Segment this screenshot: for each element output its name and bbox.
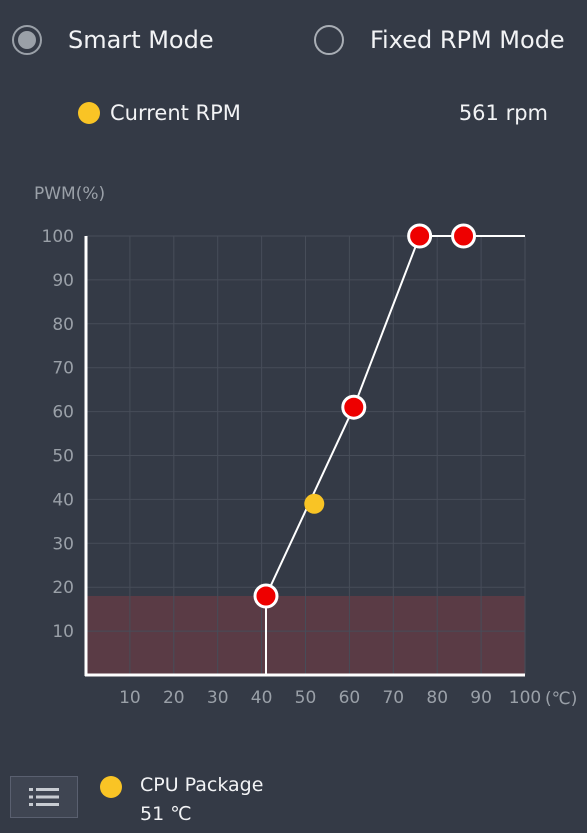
y-axis-label: PWM(%) — [34, 184, 105, 204]
y-tick-label: 50 — [52, 447, 74, 467]
smart-mode-label: Smart Mode — [68, 26, 214, 54]
x-tick-label: 100 — [509, 688, 541, 708]
x-tick-label: 90 — [470, 688, 492, 708]
y-tick-label: 80 — [52, 315, 74, 335]
fixed-rpm-mode-option[interactable]: Fixed RPM Mode — [314, 20, 565, 60]
y-tick-label: 20 — [52, 578, 74, 598]
x-tick-label: 40 — [251, 688, 273, 708]
current-rpm-legend: Current RPM 561 rpm — [78, 96, 548, 130]
fixed-rpm-mode-label: Fixed RPM Mode — [370, 26, 565, 54]
radio-selected-dot — [18, 31, 36, 49]
list-icon — [29, 788, 59, 806]
x-tick-label: 80 — [426, 688, 448, 708]
fan-curve-chart[interactable]: PWM(%) (℃) 10 20 30 40 50 60 70 80 90 100 10 20 30 40… — [0, 170, 587, 730]
x-tick-label: 20 — [163, 688, 185, 708]
smart-mode-radio[interactable] — [12, 25, 42, 55]
curve-control-point[interactable] — [451, 223, 477, 249]
sensor-name: CPU Package — [140, 774, 264, 796]
y-tick-label: 100 — [42, 227, 74, 247]
x-tick-label: 70 — [382, 688, 404, 708]
y-tick-label: 90 — [52, 271, 74, 291]
y-tick-label: 40 — [52, 490, 74, 510]
x-tick-label: 50 — [295, 688, 317, 708]
curve-control-point[interactable] — [407, 223, 433, 249]
current-rpm-label: Current RPM — [110, 101, 241, 125]
y-tick-label: 10 — [52, 622, 74, 642]
fixed-rpm-mode-radio[interactable] — [314, 25, 344, 55]
x-axis-unit: (℃) — [545, 689, 577, 709]
x-tick-label: 60 — [339, 688, 361, 708]
y-tick-label: 60 — [52, 403, 74, 423]
curve-control-point[interactable] — [341, 394, 367, 420]
current-rpm-dot — [78, 102, 100, 124]
current-operating-point — [304, 493, 325, 514]
smart-mode-option[interactable]: Smart Mode — [12, 20, 214, 60]
curve-control-point[interactable] — [253, 583, 279, 609]
x-tick-label: 30 — [207, 688, 229, 708]
sensor-bar: CPU Package 51 ℃ — [0, 760, 587, 833]
menu-button[interactable] — [10, 776, 78, 818]
y-tick-label: 70 — [52, 359, 74, 379]
sensor-dot — [100, 776, 122, 798]
current-rpm-value: 561 rpm — [458, 101, 548, 125]
y-tick-label: 30 — [52, 534, 74, 554]
sensor-value: 51 ℃ — [140, 803, 192, 825]
x-tick-label: 10 — [119, 688, 141, 708]
